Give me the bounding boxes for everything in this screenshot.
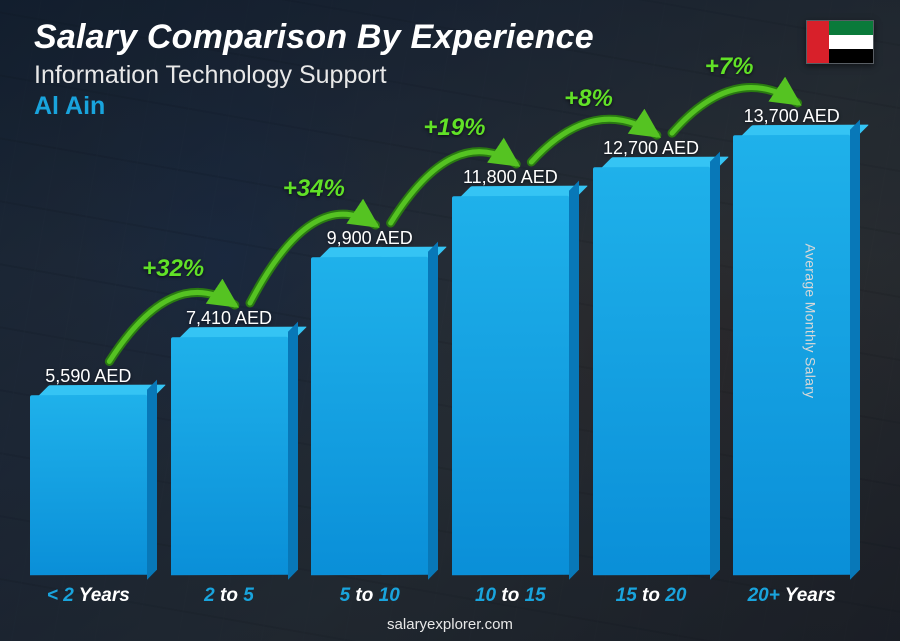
growth-percent: +34% [283,175,345,203]
growth-percent: +32% [142,255,204,283]
bar [311,257,428,576]
x-axis-tick: 10 to 15 [452,585,569,607]
bar [733,135,850,576]
bar-slot: 5,590 AED [30,366,147,575]
growth-percent: +19% [423,114,485,142]
growth-percent: +8% [564,85,613,113]
x-axis-tick: 15 to 20 [593,585,710,607]
x-axis-tick: 20+ Years [733,585,850,607]
flag-hoist-red [807,21,829,63]
bar [171,337,288,576]
x-axis-tick: 5 to 10 [311,585,428,607]
chart-title: Salary Comparison By Experience [34,18,870,57]
bar-slot: 7,410 AED [171,308,288,575]
x-axis: < 2 Years 2 to 5 5 to 10 10 to 15 15 to 20 20… [30,585,850,607]
bar [30,395,147,576]
content: Salary Comparison By Experience Informat… [0,0,900,641]
x-axis-tick: < 2 Years [30,585,147,607]
bar-slot: 9,900 AED [311,228,428,575]
uae-flag-icon [806,20,874,64]
bar-chart: 5,590 AED7,410 AED9,900 AED11,800 AED12,… [30,105,850,575]
bar-slot: 12,700 AED [593,138,710,575]
bar [452,196,569,576]
y-axis-label: Average Monthly Salary [803,243,819,398]
footer-attribution: salaryexplorer.com [0,616,900,633]
bar [593,167,710,576]
growth-percent: +7% [705,53,754,81]
bar-slot: 11,800 AED [452,167,569,575]
x-axis-tick: 2 to 5 [171,585,288,607]
bar-slot: 13,700 AED [733,106,850,575]
